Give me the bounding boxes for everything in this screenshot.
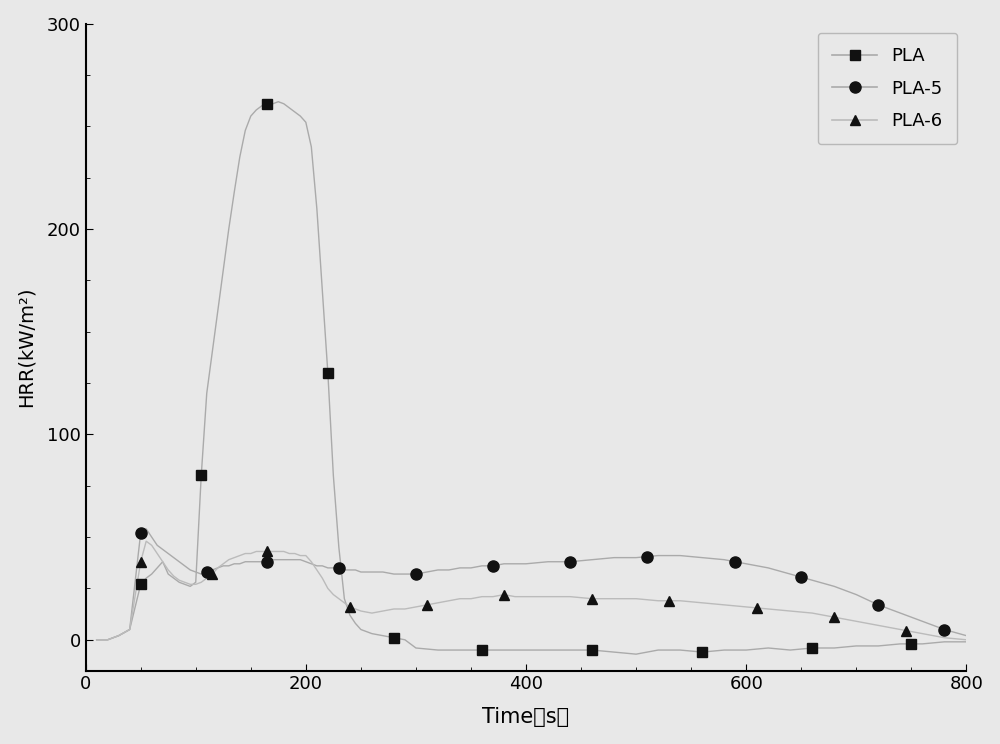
PLA-5 — [564, 557, 576, 566]
PLA-6 — [586, 594, 598, 603]
PLA-5 — [795, 573, 807, 582]
PLA-6 — [344, 603, 356, 612]
PLA-6 — [261, 547, 273, 556]
Line: PLA: PLA — [136, 99, 916, 657]
PLA-6 — [498, 590, 510, 599]
PLA-5 — [201, 568, 213, 577]
Line: PLA-5: PLA-5 — [135, 527, 950, 635]
PLA-6 — [135, 557, 147, 566]
PLA-5 — [487, 562, 499, 571]
PLA — [905, 639, 917, 648]
PLA-5 — [410, 570, 422, 579]
PLA-6 — [751, 603, 763, 612]
PLA — [696, 647, 708, 656]
PLA-5 — [333, 563, 345, 572]
PLA-6 — [828, 613, 840, 622]
Line: PLA-6: PLA-6 — [136, 547, 911, 635]
PLA-5 — [938, 625, 950, 634]
PLA — [476, 646, 488, 655]
Y-axis label: HRR(kW/m²): HRR(kW/m²) — [17, 287, 36, 408]
X-axis label: Time（s）: Time（s） — [482, 708, 570, 728]
PLA — [586, 646, 598, 655]
PLA-5 — [135, 528, 147, 537]
PLA — [806, 644, 818, 652]
PLA — [135, 580, 147, 589]
PLA-5 — [641, 552, 653, 561]
PLA-5 — [872, 600, 884, 609]
PLA-5 — [261, 557, 273, 566]
PLA-6 — [663, 596, 675, 605]
PLA — [195, 471, 207, 480]
PLA-6 — [206, 570, 218, 579]
PLA-6 — [900, 626, 912, 635]
Legend: PLA, PLA-5, PLA-6: PLA, PLA-5, PLA-6 — [818, 33, 957, 144]
PLA-6 — [421, 600, 433, 609]
PLA-5 — [729, 557, 741, 566]
PLA — [261, 99, 273, 108]
PLA — [388, 633, 400, 642]
PLA — [322, 368, 334, 377]
